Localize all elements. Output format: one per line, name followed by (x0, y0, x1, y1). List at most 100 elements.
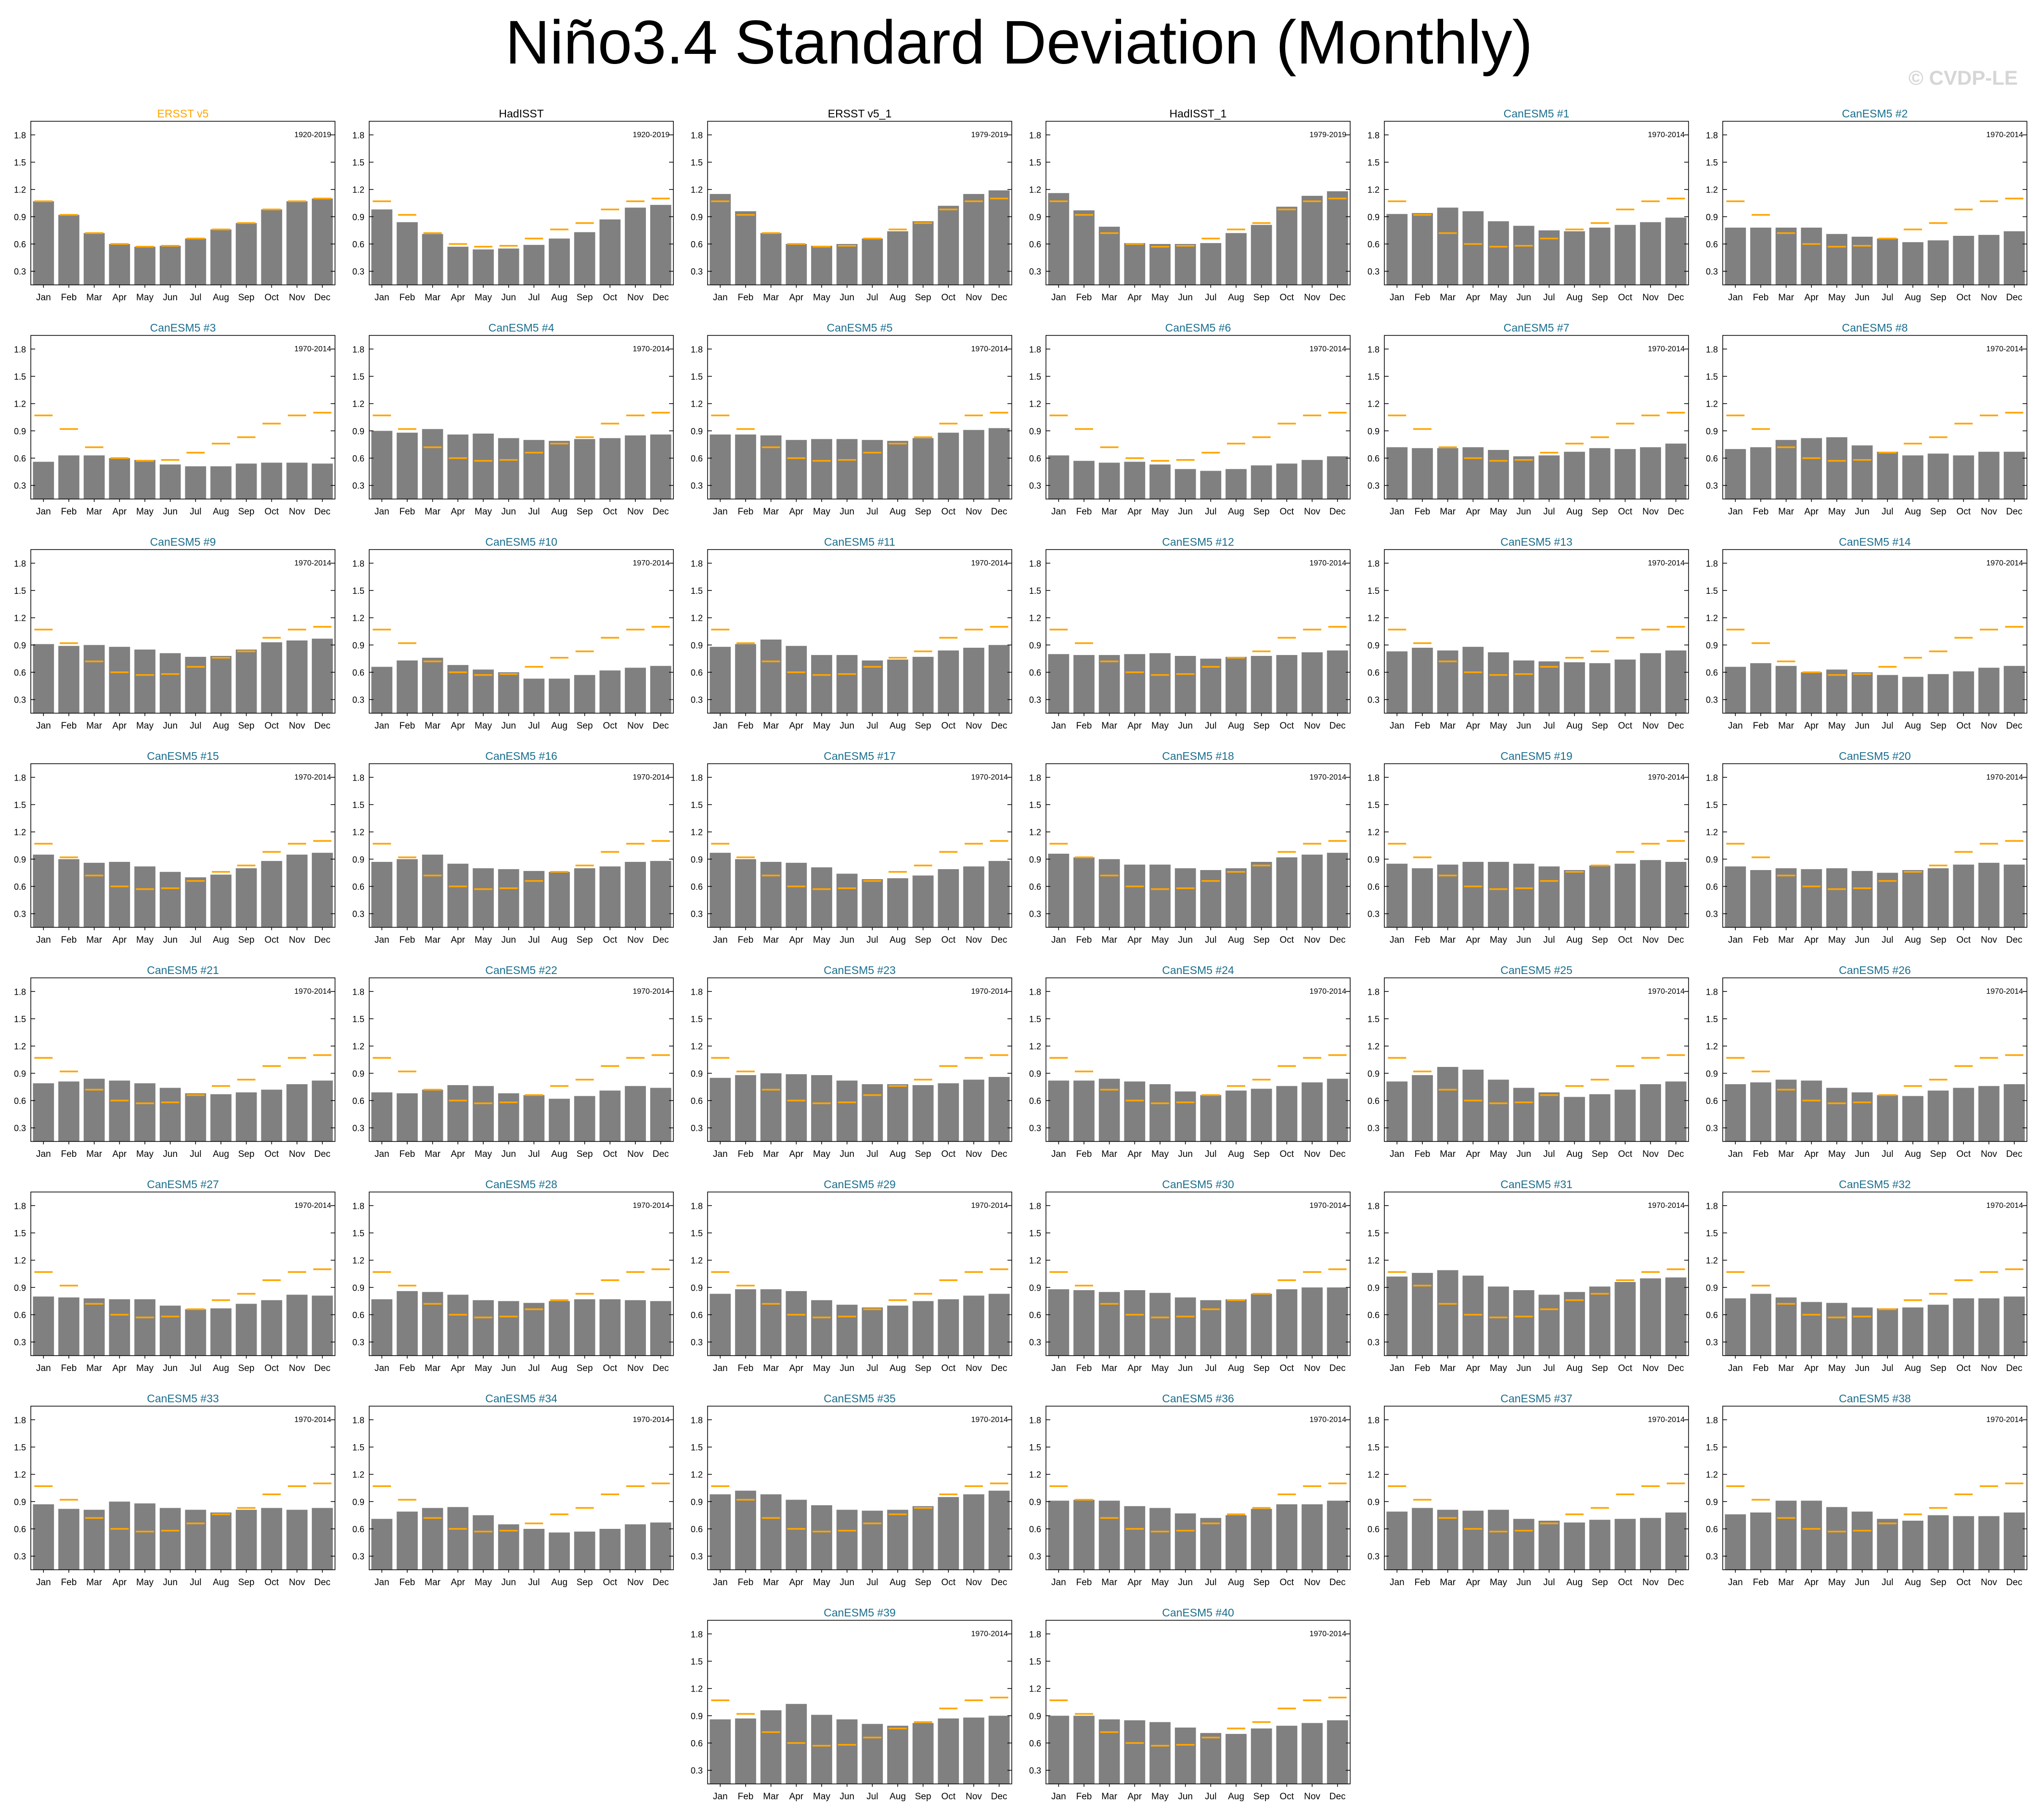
x-tick-label: Aug (1905, 1363, 1921, 1373)
data-bar (1174, 656, 1196, 713)
y-tick-label: 0.3 (14, 481, 26, 491)
period-label: 1970-2014 (632, 987, 670, 996)
y-tick-label: 0.9 (1367, 212, 1380, 222)
data-bar (235, 1304, 257, 1356)
x-tick-label: Mar (763, 935, 779, 945)
panel-frame (1045, 1620, 1351, 1784)
data-bar (311, 198, 333, 285)
x-tick-label: Feb (738, 293, 754, 303)
x-tick-label: Dec (1329, 1363, 1346, 1373)
data-bar (1200, 1095, 1222, 1141)
x-tick-label: Dec (1329, 1577, 1346, 1588)
x-tick-label: Jan (1051, 1363, 1066, 1373)
x-tick-label: Apr (789, 1363, 804, 1373)
x-tick-label: Jan (1728, 1577, 1743, 1588)
y-tick-label: 1.5 (352, 1229, 364, 1238)
panel-title: CanESM5 #2 (1842, 107, 1908, 120)
data-bar (1149, 1508, 1171, 1570)
y-tick-label: 1.5 (352, 800, 364, 810)
x-tick-label: Jan (36, 293, 51, 303)
data-bar (1564, 1292, 1585, 1356)
data-bar (1412, 1075, 1433, 1141)
x-tick-label: Jan (1728, 721, 1743, 731)
data-bar (836, 1510, 858, 1570)
x-tick-label: Jul (866, 507, 878, 517)
x-tick-label: Dec (991, 507, 1007, 517)
data-bar (210, 874, 232, 927)
x-tick-label: Apr (1128, 1792, 1142, 1802)
x-tick-label: Apr (1466, 721, 1481, 731)
data-bar (574, 1096, 595, 1141)
data-bar (422, 234, 443, 285)
y-tick-label: 0.3 (691, 267, 703, 277)
data-bar (498, 869, 519, 927)
panel: CanESM5 #4 0.3 0.6 0.9 1.2 1.5 1.8 Jan Feb Mar Apr… (352, 321, 674, 517)
x-tick-label: Feb (1076, 507, 1092, 517)
x-tick-label: Jun (163, 293, 178, 303)
x-tick-label: Mar (1778, 1363, 1794, 1373)
x-tick-label: Aug (1566, 1149, 1583, 1159)
data-bar (1775, 868, 1797, 927)
y-tick-label: 0.9 (1367, 426, 1380, 436)
data-bar (1462, 1511, 1484, 1570)
data-bar (599, 219, 621, 285)
x-tick-label: Sep (1930, 935, 1947, 945)
data-bar (523, 1095, 545, 1141)
x-tick-label: Jul (1543, 293, 1555, 303)
x-tick-label: Mar (1101, 507, 1117, 517)
data-bar (1775, 440, 1797, 499)
data-bar (735, 434, 756, 499)
x-tick-label: May (1490, 507, 1507, 517)
x-tick-label: Jan (1051, 507, 1066, 517)
data-bar (862, 660, 883, 713)
y-tick-label: 0.9 (14, 1283, 26, 1293)
x-tick-label: Oct (1618, 507, 1633, 517)
data-bar (912, 1506, 934, 1570)
data-bar (109, 647, 130, 713)
data-bar (1462, 211, 1484, 285)
x-tick-label: Jan (36, 1363, 51, 1373)
x-tick-label: Dec (2006, 1149, 2023, 1159)
y-tick-label: 0.3 (1706, 1552, 1718, 1562)
x-tick-label: Apr (789, 1149, 804, 1159)
data-bar (1437, 1270, 1458, 1356)
x-tick-label: Jul (528, 293, 540, 303)
data-bar (473, 1300, 494, 1356)
data-bar (988, 1716, 1010, 1784)
data-bar (159, 464, 181, 499)
x-tick-label: Nov (1981, 507, 1997, 517)
data-bar (498, 672, 519, 713)
data-bar (1826, 1088, 1847, 1141)
data-bar (1276, 206, 1298, 285)
data-bar (963, 430, 984, 499)
panel: CanESM5 #29 0.3 0.6 0.9 1.2 1.5 1.8 Jan Feb Mar Ap… (691, 1178, 1012, 1373)
data-bar (473, 1086, 494, 1141)
data-bar (1073, 210, 1095, 285)
data-bar (1826, 437, 1847, 499)
x-tick-label: Apr (451, 1149, 465, 1159)
x-tick-label: May (1828, 1577, 1845, 1588)
x-tick-label: Nov (1642, 293, 1659, 303)
x-tick-label: Sep (238, 1363, 255, 1373)
x-tick-label: Apr (1805, 1363, 1819, 1373)
y-tick-label: 0.3 (14, 1552, 26, 1562)
y-tick-label: 1.8 (1367, 773, 1380, 782)
data-bar (523, 244, 545, 285)
period-label: 1970-2014 (1648, 131, 1685, 139)
data-bar (1098, 227, 1120, 285)
panel-title: CanESM5 #37 (1500, 1392, 1573, 1405)
data-bar (1564, 1522, 1585, 1570)
data-bar (1750, 228, 1771, 285)
x-tick-label: Jun (501, 721, 516, 731)
data-bar (210, 229, 232, 285)
panel-title: CanESM5 #21 (147, 964, 219, 976)
panel: CanESM5 #8 0.3 0.6 0.9 1.2 1.5 1.8 Jan Feb Mar Apr… (1706, 321, 2027, 517)
data-bar (1048, 854, 1070, 927)
x-tick-label: Jul (1205, 721, 1216, 731)
panel-frame (30, 1406, 335, 1570)
panel-frame (1045, 121, 1351, 285)
data-bar (235, 649, 257, 713)
panel: CanESM5 #12 0.3 0.6 0.9 1.2 1.5 1.8 Jan Feb Mar Ap… (1029, 536, 1351, 731)
x-tick-label: Jan (1390, 935, 1405, 945)
y-tick-label: 1.8 (1029, 1201, 1041, 1211)
